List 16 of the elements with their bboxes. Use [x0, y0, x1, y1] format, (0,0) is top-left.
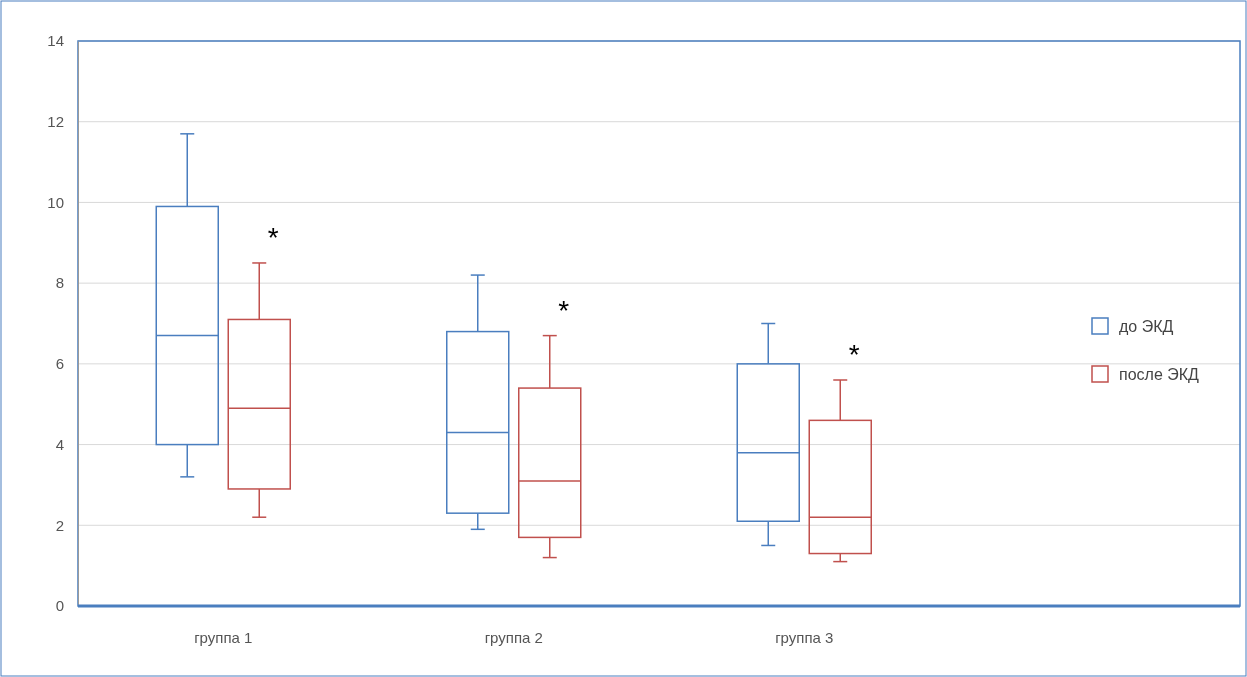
- x-tick-label: группа 1: [194, 628, 253, 646]
- y-tick-label: 6: [55, 355, 64, 373]
- y-tick-label: 4: [55, 435, 64, 453]
- y-tick-label: 0: [55, 597, 64, 615]
- legend-label: до ЭКД: [1119, 318, 1174, 335]
- y-tick-label: 14: [47, 32, 64, 50]
- x-tick-label: группа 2: [484, 628, 543, 646]
- annotation: *: [848, 339, 860, 370]
- y-tick-label: 2: [55, 516, 64, 534]
- y-tick-label: 8: [55, 274, 64, 292]
- annotation: *: [558, 294, 570, 326]
- x-tick-label: группа 3: [775, 628, 834, 646]
- y-tick-label: 12: [47, 113, 64, 131]
- annotation: *: [267, 221, 279, 253]
- y-tick-label: 10: [47, 193, 64, 211]
- legend-label: после ЭКД: [1119, 366, 1200, 383]
